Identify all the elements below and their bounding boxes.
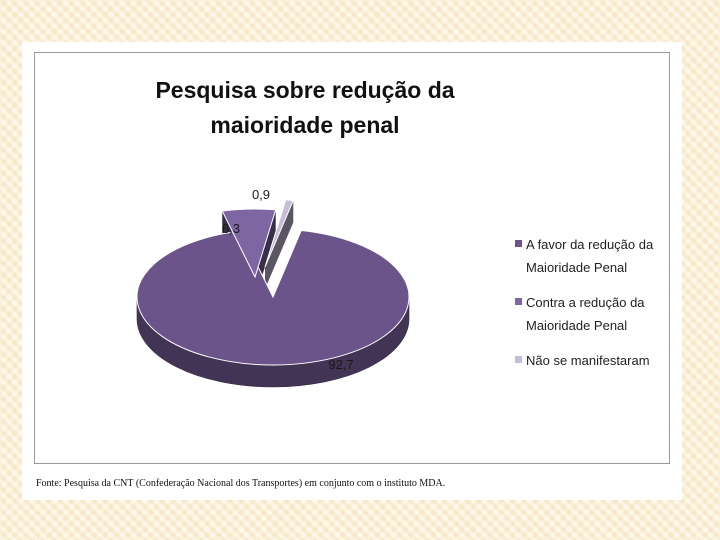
slide-frame: Pesquisa sobre redução da maioridade pen… (22, 42, 682, 500)
legend-swatch-contra (515, 298, 522, 305)
chart-legend: A favor da redução da Maioridade Penal C… (515, 233, 665, 384)
data-label-2: 0,9 (252, 187, 270, 202)
source-note: Fonte: Pesquisa da CNT (Confederação Nac… (36, 478, 446, 489)
legend-item-contra: Contra a redução da Maioridade Penal (515, 291, 665, 337)
chart-area: Pesquisa sobre redução da maioridade pen… (34, 52, 670, 464)
pie-slice-1 (221, 208, 277, 279)
legend-label-contra: Contra a redução da Maioridade Penal (526, 295, 645, 333)
pie-slice-2 (264, 199, 295, 268)
legend-swatch-a-favor (515, 240, 522, 247)
chart-title: Pesquisa sobre redução da maioridade pen… (155, 77, 455, 138)
pie-chart: 92,7 6,3 0,9 (136, 187, 410, 388)
legend-item-nao-manifestaram: Não se manifestaram (515, 349, 665, 372)
data-label-0: 92,7 (328, 357, 353, 372)
data-label-1: 6,3 (222, 221, 240, 236)
legend-label-nao-manifestaram: Não se manifestaram (526, 353, 650, 368)
legend-item-a-favor: A favor da redução da Maioridade Penal (515, 233, 665, 279)
legend-label-a-favor: A favor da redução da Maioridade Penal (526, 237, 654, 275)
pie-slice-0 (136, 229, 410, 366)
pie-slice-cut-2-1 (265, 200, 294, 289)
legend-swatch-nao-manifestaram (515, 356, 522, 363)
